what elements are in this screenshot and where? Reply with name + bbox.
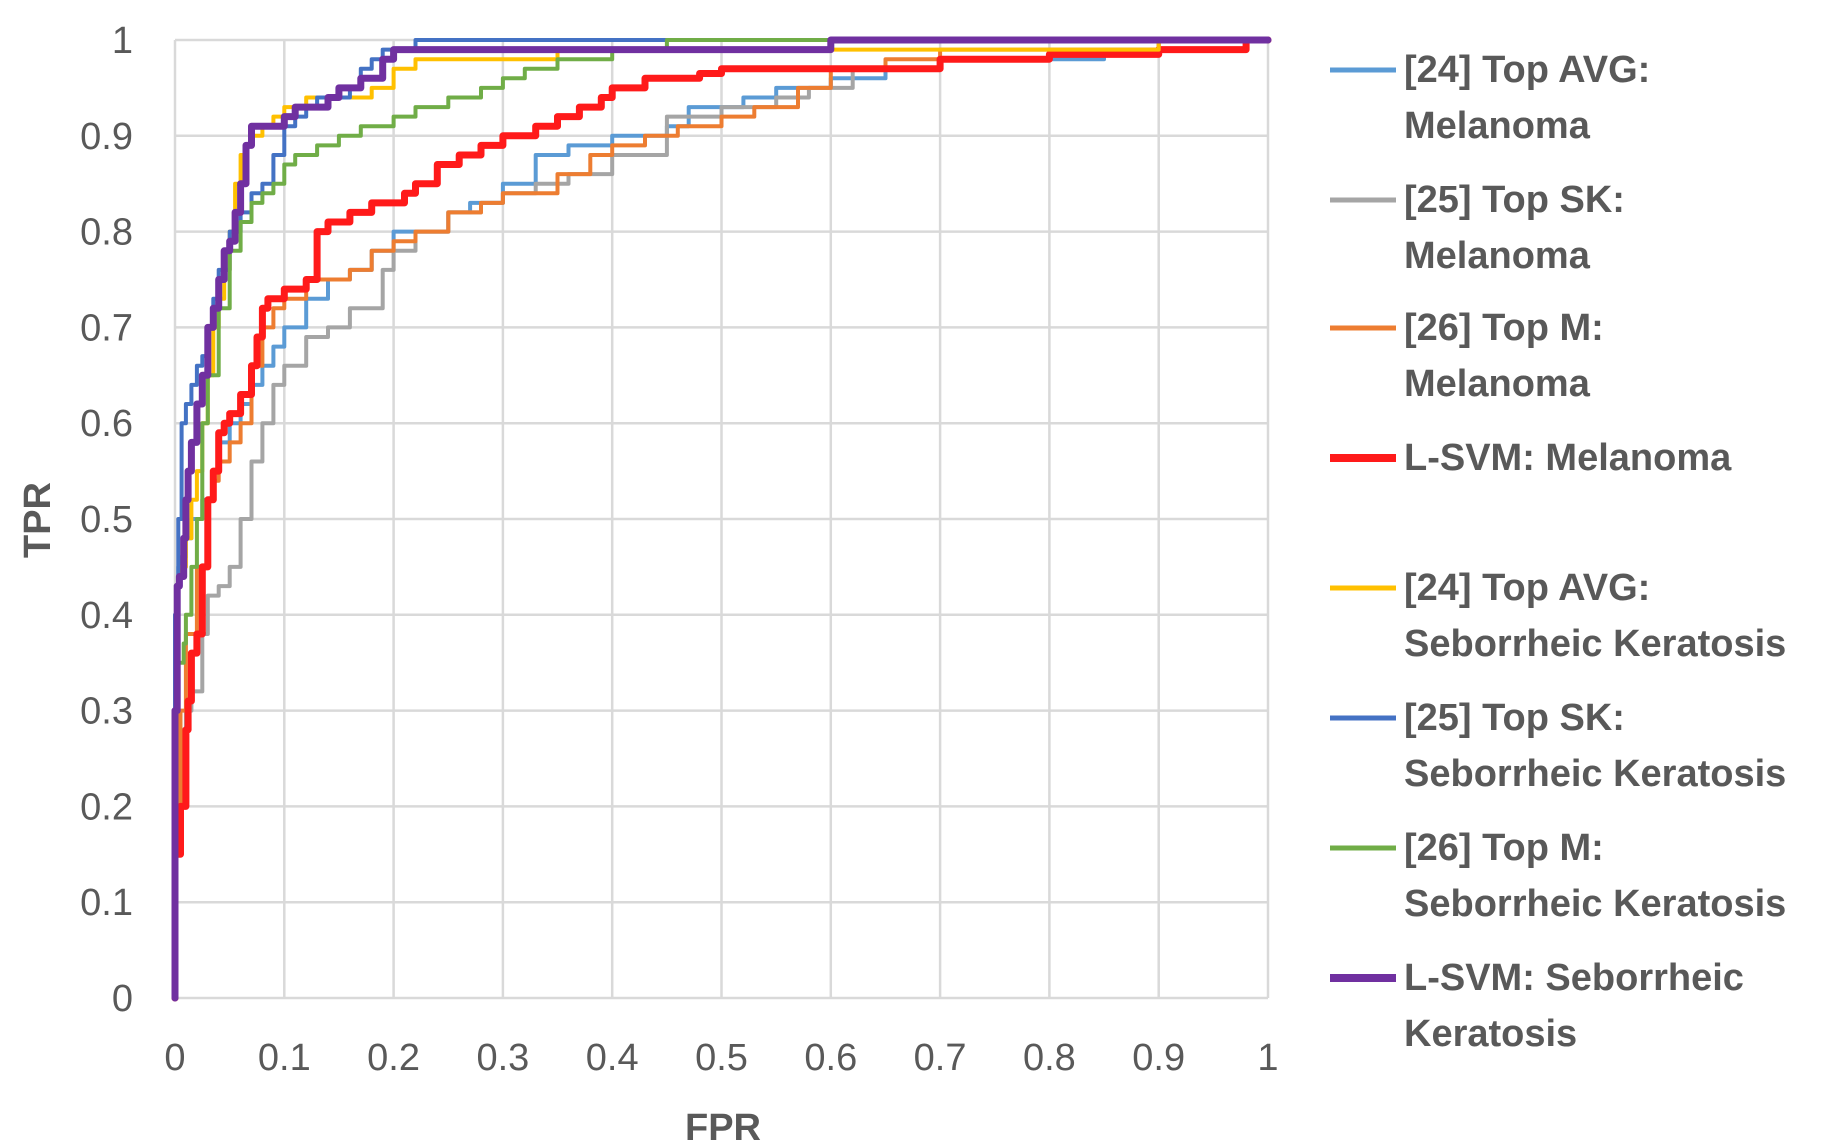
legend-label-3: [26] Top M: [1404,307,1604,349]
legend-label-4: L-SVM: Melanoma [1404,437,1732,479]
y-tick-label: 0.3 [80,691,133,733]
legend: [24] Top AVG: Melanoma [25] Top SK: Melanom… [1330,49,1786,1055]
y-tick-label: 0.5 [80,499,133,541]
axis-titles: FPR TPR [17,482,761,1146]
x-tick-label: 0.6 [804,1037,857,1079]
x-tick-label: 0.7 [914,1037,967,1079]
x-tick-label: 0 [164,1037,185,1079]
tick-labels: 0 0.1 0.2 0.3 0.4 0.5 0.6 0.7 0.8 0.9 1 0 0.1 0.2 0.3 0… [80,20,1278,1079]
series-line-8 [171,36,1272,1002]
grid-lines [173,38,1270,1000]
y-tick-label: 0.2 [80,786,133,828]
x-tick-label: 0.3 [476,1037,529,1079]
y-tick-label: 0.9 [80,116,133,158]
series-line-7 [173,38,1270,953]
x-tick-label: 0.4 [586,1037,639,1079]
y-tick-label: 0 [112,978,133,1020]
x-tick-label: 0.2 [367,1037,420,1079]
series-line-4 [171,36,1272,1002]
y-tick-label: 0.8 [80,212,133,254]
series-line-2 [173,38,1270,953]
y-tick-label: 0.4 [80,595,133,637]
legend-label-8: Keratosis [1404,1013,1577,1055]
legend-label-1: Melanoma [1404,105,1591,147]
y-tick-label: 0.7 [80,307,133,349]
y-tick-label: 1 [112,20,133,62]
y-tick-label: 0.6 [80,403,133,445]
legend-label-6: Seborrheic Keratosis [1404,753,1786,795]
legend-label-3: Melanoma [1404,363,1591,405]
legend-label-8: L-SVM: Seborrheic [1404,957,1744,999]
legend-label-5: [24] Top AVG: [1404,567,1650,609]
series-line-6 [173,38,1270,953]
x-axis-title: FPR [685,1107,761,1146]
legend-label-7: [26] Top M: [1404,827,1604,869]
legend-label-2: Melanoma [1404,235,1591,277]
x-tick-label: 0.5 [695,1037,748,1079]
legend-label-6: [25] Top SK: [1404,697,1625,739]
legend-label-7: Seborrheic Keratosis [1404,883,1786,925]
y-axis-title: TPR [17,482,59,558]
y-tick-label: 0.1 [80,882,133,924]
x-tick-label: 0.1 [258,1037,311,1079]
x-tick-label: 0.8 [1023,1037,1076,1079]
legend-label-5: Seborrheic Keratosis [1404,623,1786,665]
x-tick-label: 0.9 [1132,1037,1185,1079]
series-lines [171,36,1272,1002]
legend-label-1: [24] Top AVG: [1404,49,1650,91]
legend-label-2: [25] Top SK: [1404,179,1625,221]
x-tick-label: 1 [1257,1037,1278,1079]
